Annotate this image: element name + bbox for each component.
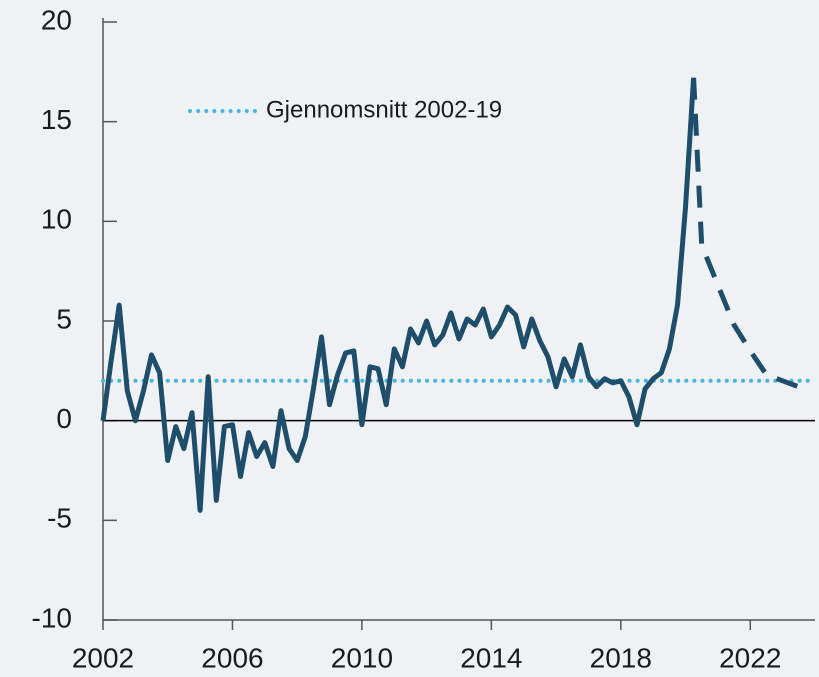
line: [100, 77, 697, 513]
y-tick-label: 20: [41, 4, 72, 35]
y-tick-label: -10: [32, 602, 72, 633]
y-tick-label: 15: [41, 104, 72, 135]
x-tick-label: 2022: [719, 642, 781, 673]
x-tick-label: 2010: [331, 642, 393, 673]
y-tick-label: 5: [56, 303, 72, 334]
y-tick-label: 10: [41, 204, 72, 235]
y-tick-label: 0: [56, 403, 72, 434]
y-tick-label: -5: [47, 503, 72, 534]
legend-label: Gjennomsnitt 2002-19: [266, 96, 502, 123]
x-tick-label: 2002: [72, 642, 134, 673]
x-tick-label: 2018: [590, 642, 652, 673]
x-tick-label: 2014: [460, 642, 522, 673]
x-tick-label: 2006: [201, 642, 263, 673]
line: [691, 77, 808, 392]
